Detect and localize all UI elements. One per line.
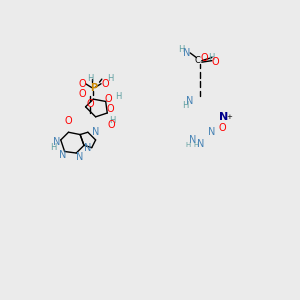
Text: O: O bbox=[105, 94, 112, 104]
Text: N: N bbox=[92, 127, 99, 137]
Text: H: H bbox=[107, 74, 113, 83]
Text: N: N bbox=[76, 152, 83, 162]
Text: N: N bbox=[183, 48, 191, 58]
Text: N: N bbox=[84, 143, 92, 153]
Text: N: N bbox=[58, 150, 66, 160]
Text: H: H bbox=[115, 92, 121, 100]
Text: P: P bbox=[90, 82, 97, 93]
Text: O: O bbox=[200, 52, 208, 63]
Text: O: O bbox=[212, 57, 220, 67]
Text: O: O bbox=[218, 123, 226, 134]
Text: O: O bbox=[65, 116, 72, 126]
Text: N: N bbox=[187, 96, 194, 106]
Text: +: + bbox=[227, 114, 233, 120]
Text: H: H bbox=[208, 53, 214, 62]
Text: H: H bbox=[178, 45, 184, 54]
Text: O: O bbox=[102, 79, 110, 89]
Text: H: H bbox=[87, 74, 93, 83]
Text: H: H bbox=[182, 101, 189, 110]
Text: N: N bbox=[196, 139, 204, 149]
Text: H: H bbox=[50, 143, 56, 152]
Text: H: H bbox=[185, 142, 190, 148]
Text: N: N bbox=[208, 127, 216, 137]
Text: N: N bbox=[53, 137, 61, 147]
Text: O: O bbox=[107, 120, 115, 130]
Text: O: O bbox=[106, 104, 114, 114]
Text: H: H bbox=[109, 116, 115, 125]
Text: N: N bbox=[189, 135, 196, 145]
Text: O: O bbox=[79, 89, 86, 99]
Text: C: C bbox=[195, 56, 201, 65]
Text: H: H bbox=[193, 142, 198, 148]
Text: N: N bbox=[219, 112, 228, 122]
Text: O: O bbox=[79, 79, 86, 89]
Text: O: O bbox=[86, 99, 94, 109]
